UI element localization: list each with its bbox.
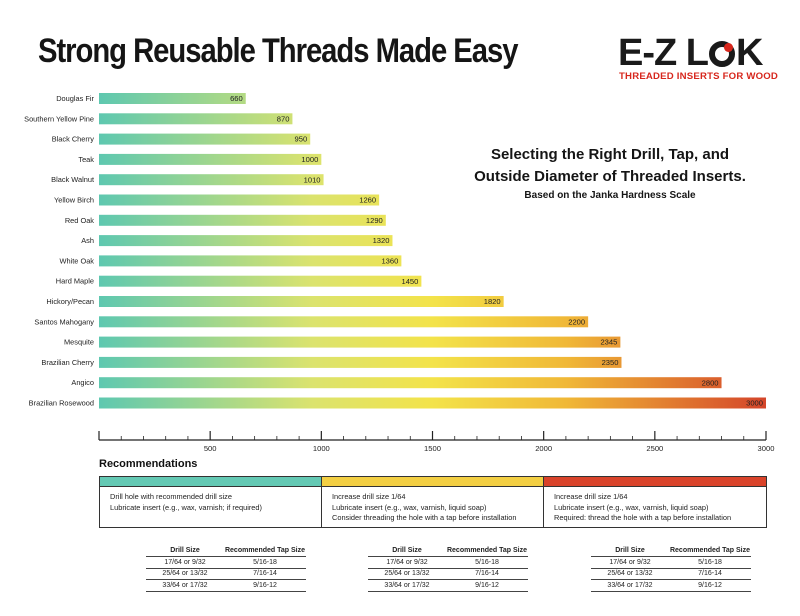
table-row: 25/64 or 13/32 7/16-14 [368,569,528,580]
tap-size-table-1: Drill Size Recommended Tap Size 17/64 or … [146,538,306,592]
data-label: 2350 [602,358,619,367]
data-label: 950 [295,135,308,144]
recommendation-band [100,477,321,487]
table-row: 17/64 or 9/32 5/16-18 [146,557,306,569]
data-label: 2345 [600,338,617,347]
x-tick-label: 500 [204,444,217,453]
x-tick-label: 1500 [424,444,441,453]
category-label: Ash [81,236,94,245]
x-tick-label: 3000 [758,444,775,453]
data-label: 870 [277,114,290,123]
logo-tagline: THREADED INSERTS FOR WOOD [619,71,779,82]
tap-size-table-3: Drill Size Recommended Tap Size 17/64 or … [591,538,751,592]
bar [99,397,766,409]
recommendation-column-1: Drill hole with recommended drill size L… [99,476,322,528]
recommendation-line: Increase drill size 1/64 [554,492,628,501]
data-label: 1010 [304,175,321,184]
side-heading-line1: Selecting the Right Drill, Tap, and [490,146,730,163]
category-label: Mesquite [64,338,94,347]
table-row: 17/64 or 9/32 5/16-18 [591,557,751,569]
tap-header-drill: Drill Size [615,547,645,554]
bar [99,275,422,287]
recommendation-line: Required: thread the hole with a tap bef… [554,513,732,522]
data-label: 1360 [381,257,398,266]
table-row: 33/64 or 17/32 9/16-12 [591,580,751,592]
category-label: Angico [71,378,94,387]
lock-ring-icon [708,41,735,67]
tap-header-drill: Drill Size [170,547,200,554]
tap-header-tap: Recommended Tap Size [224,546,305,554]
recommendation-line: Lubricate insert (e.g., wax, varnish; if… [110,502,262,512]
bar [99,336,621,348]
data-label: 1000 [301,155,318,164]
x-tick-label: 2000 [535,444,552,453]
table-row: 33/64 or 17/32 9/16-12 [368,580,528,592]
side-heading: Selecting the Right Drill, Tap, and Outs… [440,144,780,201]
data-label: 2800 [702,378,719,387]
bar [99,255,402,267]
bar [99,153,322,165]
recommendations-title: Recommendations [99,458,198,470]
bar [99,133,311,145]
recommendation-line: Lubricate insert (e.g., wax, varnish, li… [554,502,709,512]
category-label: Douglas Fir [56,94,94,103]
tap-header-drill: Drill Size [392,547,422,554]
data-label: 1260 [359,196,376,205]
recommendation-line: Increase drill size 1/64 [332,492,406,501]
janka-bar-chart: Douglas Fir 660 Southern Yellow Pine 870 Bla… [24,93,775,453]
data-label: 3000 [746,399,763,408]
recommendation-band [544,477,766,487]
x-tick-label: 1000 [313,444,330,453]
bar [99,174,324,186]
x-tick-label: 2500 [646,444,663,453]
bar [99,235,393,247]
data-label: 2200 [568,317,585,326]
bar [99,296,504,307]
page-title: Strong Reusable Threads Made Easy [38,32,518,70]
category-label: Southern Yellow Pine [24,114,94,123]
bar [99,113,293,125]
recommendation-column-2: Increase drill size 1/64 Lubricate inser… [321,476,544,528]
category-label: Yellow Birch [54,196,94,205]
category-label: Black Walnut [51,175,94,184]
data-label: 660 [230,94,243,103]
category-label: Teak [78,155,94,164]
category-label: Brazilian Rosewood [29,399,94,408]
category-label: White Oak [60,256,95,265]
bar [99,93,246,104]
side-heading-subtitle: Based on the Janka Hardness Scale [524,190,696,201]
tap-size-table-2: Drill Size Recommended Tap Size 17/64 or … [368,538,528,592]
recommendation-line: Drill hole with recommended drill size [110,492,232,501]
category-label: Brazilian Cherry [41,358,94,367]
bar [99,214,386,226]
tap-header-tap: Recommended Tap Size [669,546,750,554]
category-label: Hard Maple [56,277,94,286]
data-label: 1450 [401,277,418,286]
data-label: 1320 [373,236,390,245]
data-label: 1290 [366,216,383,225]
bar [99,194,380,206]
recommendation-column-3: Increase drill size 1/64 Lubricate inser… [543,476,767,528]
category-label: Red Oak [65,216,94,225]
table-row: 25/64 or 13/32 7/16-14 [146,569,306,580]
table-row: 17/64 or 9/32 5/16-18 [368,557,528,569]
side-heading-line2: Outside Diameter of Threaded Inserts. [474,168,746,185]
bar [99,377,722,389]
category-label: Black Cherry [52,135,95,144]
recommendation-line: Lubricate insert (e.g., wax, varnish, li… [332,502,487,512]
tap-header-tap: Recommended Tap Size [446,546,527,554]
recommendation-line: Consider threading the hole with a tap b… [332,513,517,522]
category-label: Santos Mahogany [34,317,94,326]
bar [99,356,622,368]
bar [99,316,589,328]
recommendation-band [322,477,543,487]
table-row: 33/64 or 17/32 9/16-12 [146,580,306,592]
category-label: Hickory/Pecan [46,297,94,306]
data-label: 1820 [484,297,501,306]
table-row: 25/64 or 13/32 7/16-14 [591,569,751,580]
